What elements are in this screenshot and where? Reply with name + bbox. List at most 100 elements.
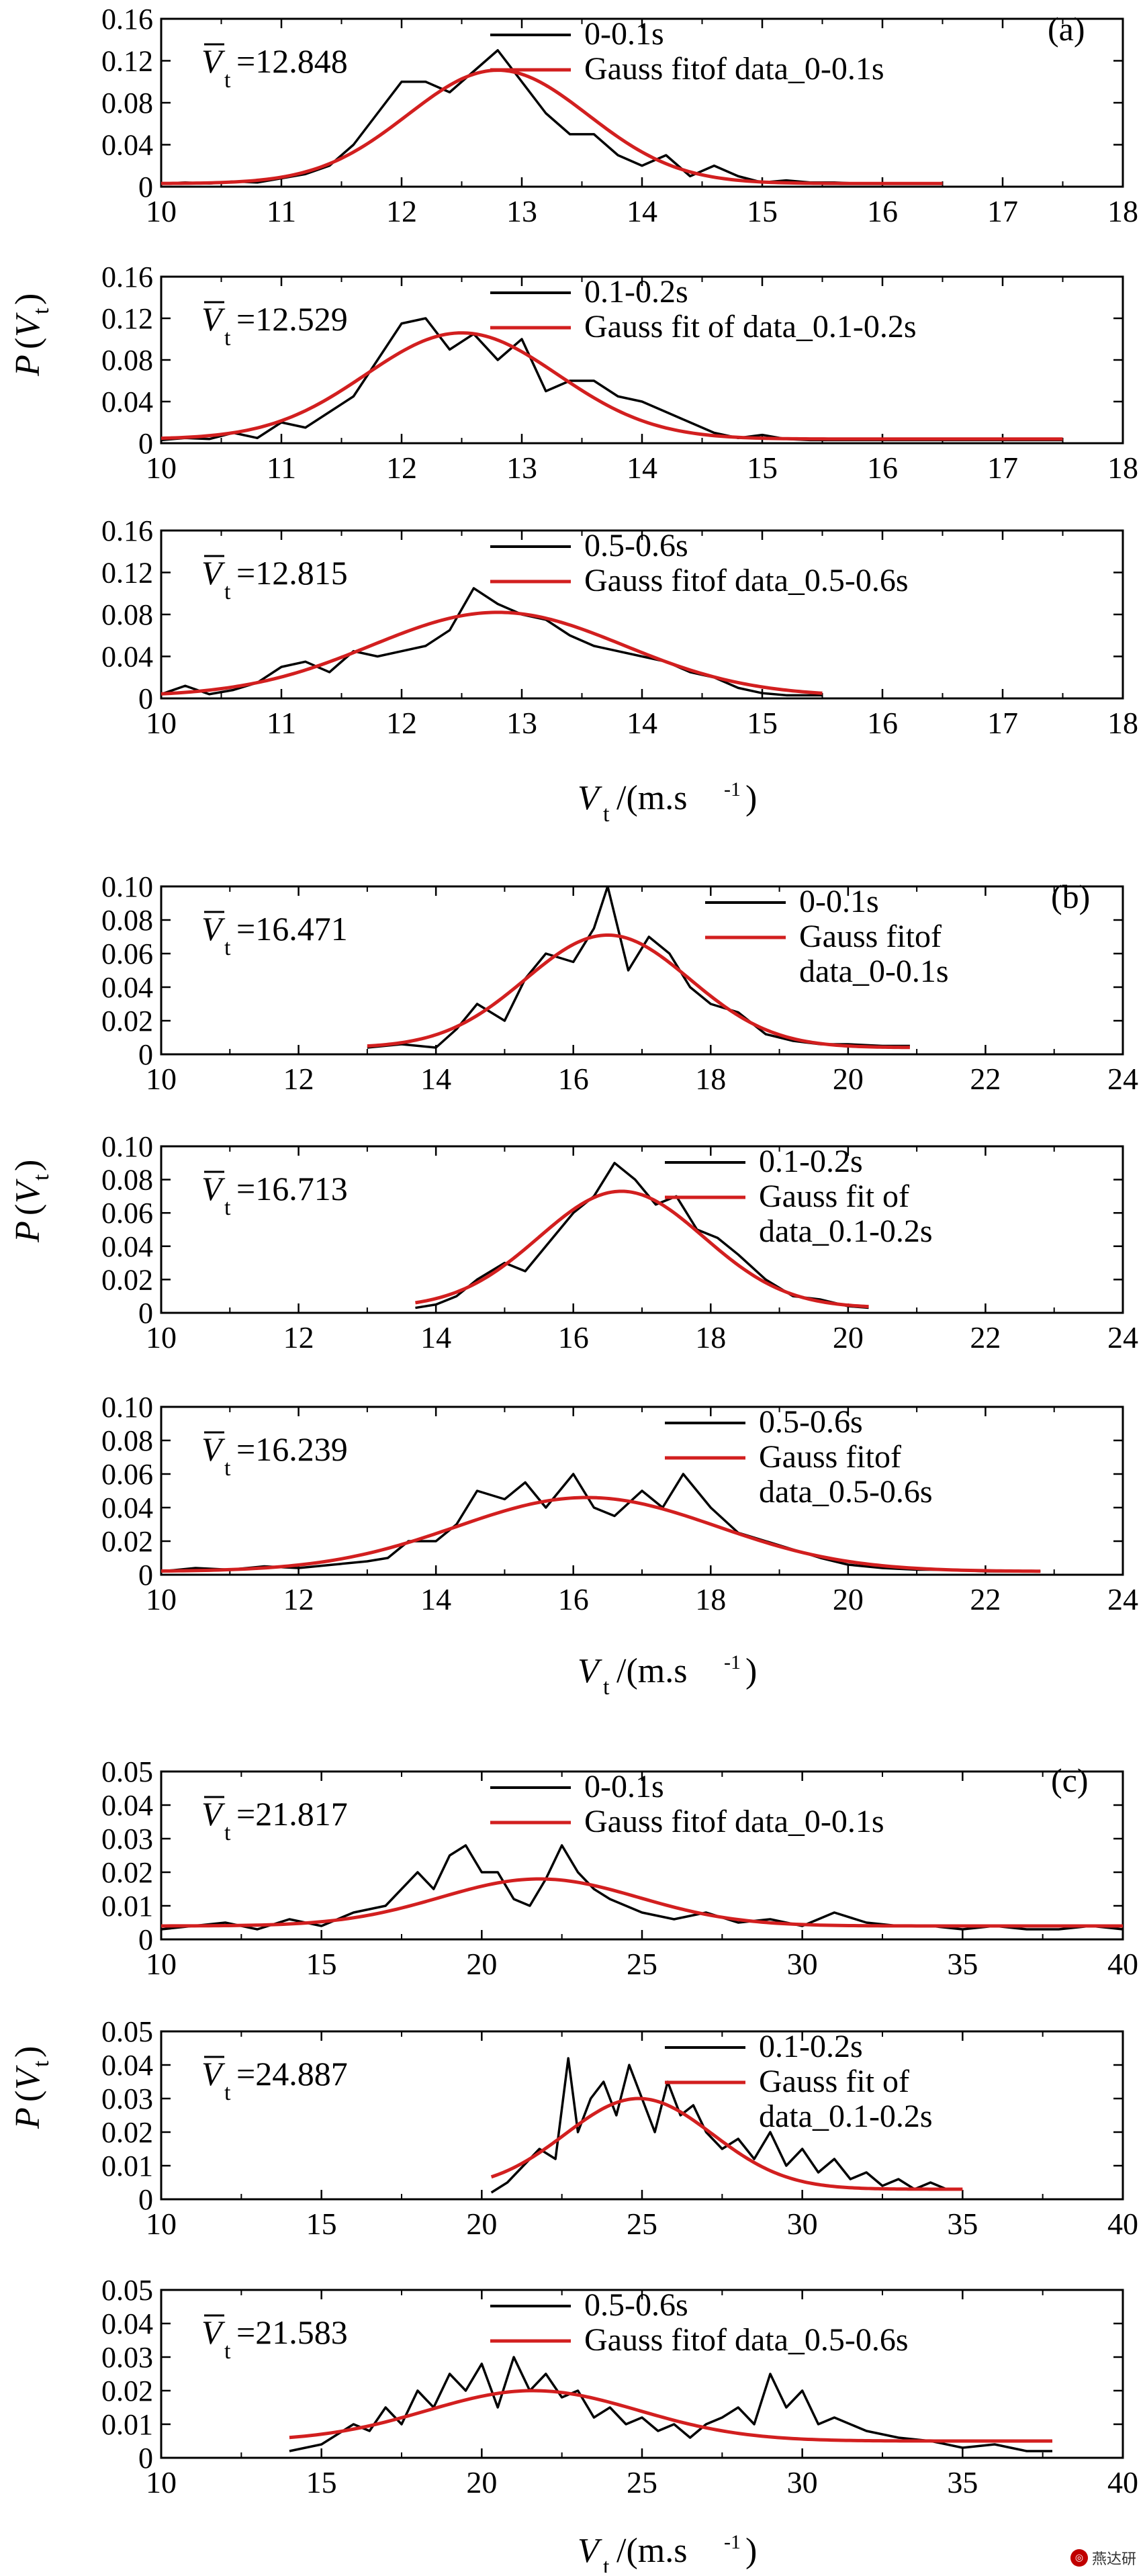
y-tick-label: 0.10 [101, 870, 153, 903]
chart-panel-2: 10 11 12 13 14 15 16 17 18 0 0.04 0.08 0.12 0.16 Vt=12… [101, 261, 1138, 485]
y-label-paren-close: ) [9, 2046, 47, 2058]
chart-panel-8: 10 15 20 25 30 35 40 00.010.020.030.040.05 Vt=24… [101, 2015, 1138, 2241]
legend-label: Gauss fit of [759, 2064, 909, 2099]
legend-label: Gauss fitof data_0.5-0.6s [584, 2322, 909, 2358]
x-tick-label: 16 [867, 194, 898, 228]
mean-symbol: V [201, 1430, 226, 1468]
y-tick-label: 0 [138, 2183, 153, 2216]
x-tick-label: 13 [506, 451, 537, 485]
legend-label: Gauss fitof [799, 919, 942, 954]
x-tick-label: 14 [420, 1582, 451, 1616]
mean-symbol: V [201, 300, 226, 338]
mean-value-label: =12.815 [236, 554, 348, 592]
x-tick-label: 17 [987, 194, 1018, 228]
x-tick-label: 40 [1107, 2465, 1138, 2499]
x-tick-label: 10 [146, 2207, 177, 2241]
x-label-v: V [578, 1652, 602, 1690]
y-tick-label: 0.08 [101, 904, 153, 937]
x-tick-label: 12 [283, 1582, 314, 1616]
legend-label: 0.1-0.2s [584, 274, 688, 310]
y-label-sub: t [29, 1174, 54, 1181]
y-tick-label: 0.04 [101, 641, 153, 674]
y-tick-label: 0.01 [101, 2150, 153, 2182]
x-tick-label: 14 [627, 451, 657, 485]
x-tick-label: 25 [627, 2207, 657, 2241]
x-tick-label: 35 [947, 2207, 978, 2241]
mean-subscript: t [224, 1821, 231, 1845]
y-tick-label: 0.04 [101, 1491, 153, 1524]
series-line-gauss-fit [415, 1189, 869, 1309]
x-tick-label: 16 [558, 1582, 589, 1616]
y-tick-label: 0.08 [101, 1424, 153, 1457]
x-tick-label: 20 [833, 1582, 864, 1616]
series-line-gauss-fit [289, 2389, 1052, 2443]
panel-label: (a) [1048, 10, 1085, 48]
panel-group-3: (c)P(Vt)V t/(m.s -1) [9, 1761, 1089, 2576]
y-tick-label: 0.04 [101, 2307, 153, 2340]
x-tick-label: 10 [146, 1582, 177, 1616]
y-tick-label: 0.05 [101, 1755, 153, 1788]
y-axis-label: P (Vt) [9, 1160, 54, 1243]
y-tick-label: 0.05 [101, 2274, 153, 2307]
x-tick-label: 10 [146, 194, 177, 228]
x-tick-label: 12 [386, 451, 417, 485]
series-line-gauss-fit [161, 331, 1063, 441]
legend-label: 0-0.1s [584, 1769, 664, 1804]
y-tick-label: 0.08 [101, 1164, 153, 1197]
y-label-v: V [9, 312, 47, 337]
y-label-v: V [9, 2065, 47, 2090]
mean-subscript: t [224, 68, 231, 93]
chart-panel-5: 10 12 14 16 18 20 22 24 00.020.040.060.080.10 Vt=… [101, 1130, 1138, 1354]
mean-symbol: V [201, 1795, 226, 1833]
legend-label: data_0.1-0.2s [759, 2099, 933, 2134]
x-tick-label: 24 [1107, 1320, 1138, 1354]
x-label-exp: -1 [724, 2531, 741, 2553]
chart-panel-7: 10 15 20 25 30 35 40 00.010.020.030.040.05 Vt=21… [101, 1755, 1138, 1981]
y-label-p: P [9, 2107, 47, 2129]
x-label-unit: /(m.s [616, 779, 687, 817]
y-tick-label: 0.08 [101, 87, 153, 120]
legend-label: 0.5-0.6s [584, 2287, 688, 2323]
y-tick-label: 0.04 [101, 385, 153, 418]
y-tick-label: 0.06 [101, 1458, 153, 1491]
y-tick-label: 0.02 [101, 2375, 153, 2407]
mean-subscript: t [224, 326, 231, 351]
mean-value-label: =12.848 [236, 42, 348, 80]
legend-label: data_0.1-0.2s [759, 1213, 933, 1249]
mean-value-label: =24.887 [236, 2055, 348, 2092]
x-tick-label: 25 [627, 1947, 657, 1981]
y-label-paren-open: ( [9, 2090, 47, 2102]
panel-group-2: (b)P(Vt)V t/(m.s -1) [9, 878, 1090, 1700]
legend-label: data_0-0.1s [799, 954, 949, 989]
x-label-sub: t [603, 1675, 610, 1700]
x-tick-label: 15 [747, 706, 778, 740]
series-line-gauss-fit [161, 1877, 1123, 1928]
y-tick-label: 0.05 [101, 2015, 153, 2048]
mean-symbol: V [201, 1170, 226, 1207]
x-tick-label: 35 [947, 1947, 978, 1981]
mean-value-label: =16.713 [236, 1170, 348, 1207]
y-axis-label: P (Vt) [9, 2046, 54, 2129]
y-tick-label: 0 [138, 1038, 153, 1071]
x-tick-label: 16 [558, 1320, 589, 1354]
y-tick-label: 0.04 [101, 1230, 153, 1263]
series-line-data [161, 1844, 1123, 1931]
y-tick-label: 0.02 [101, 1525, 153, 1558]
y-tick-label: 0.16 [101, 514, 153, 547]
y-tick-label: 0.10 [101, 1391, 153, 1424]
mean-value-label: =21.583 [236, 2313, 348, 2351]
mean-symbol: V [201, 42, 226, 80]
y-label-paren-close: ) [9, 293, 47, 305]
x-tick-label: 14 [420, 1062, 451, 1096]
x-tick-label: 17 [987, 706, 1018, 740]
legend-label: data_0.5-0.6s [759, 1474, 933, 1510]
x-tick-label: 10 [146, 451, 177, 485]
chart-panel-9: 10 15 20 25 30 35 40 00.010.020.030.040.05 Vt=21… [101, 2274, 1138, 2499]
x-label-exp: -1 [724, 1651, 741, 1673]
y-label-paren-open: ( [9, 1204, 47, 1215]
y-tick-label: 0.02 [101, 1005, 153, 1038]
